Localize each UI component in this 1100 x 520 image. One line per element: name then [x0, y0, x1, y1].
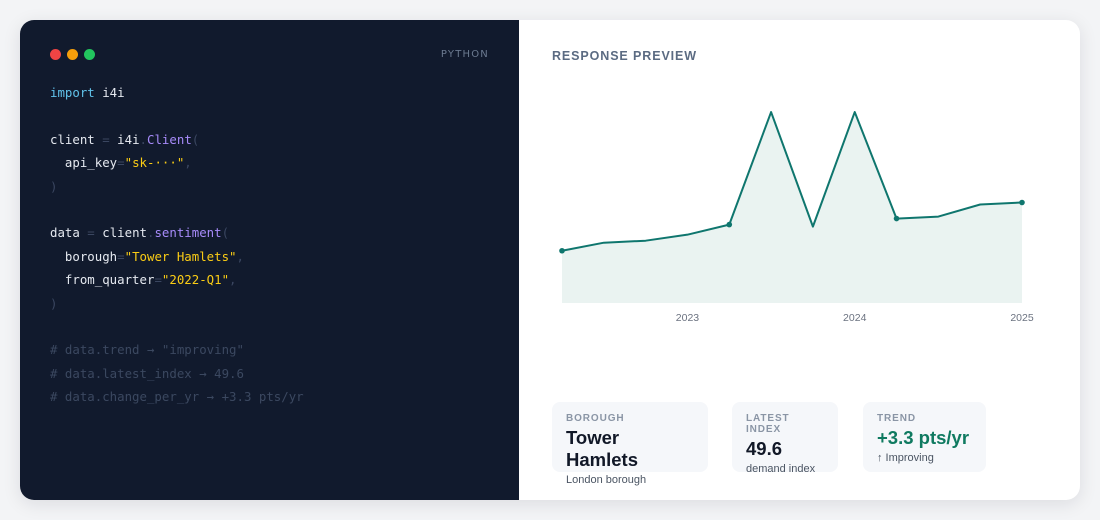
code-token: =: [117, 155, 125, 171]
code-line: from_quarter="2022-Q1",: [50, 268, 304, 291]
code-line: borough="Tower Hamlets",: [50, 245, 304, 268]
code-line: [50, 104, 304, 127]
code-token: "Tower Hamlets": [124, 248, 237, 264]
code-token: import: [50, 85, 95, 100]
code-token: (: [221, 225, 230, 241]
stat-borough: BOROUGH Tower Hamlets London borough: [552, 402, 708, 486]
api-example-card: PYTHON import i4i client = i4i.Client( a…: [20, 20, 1080, 500]
code-token: =: [79, 225, 103, 241]
sentiment-chart: 2023 2024 2025: [559, 111, 1034, 324]
stat-sub: ↑ Improving: [877, 452, 934, 464]
x-tick-label: 2023: [676, 312, 700, 324]
code-line: client = i4i.Client(: [50, 128, 304, 151]
preview-title: RESPONSE PREVIEW: [552, 49, 697, 63]
window-controls: [50, 49, 95, 60]
code-token: from_quarter: [50, 272, 155, 288]
code-token: (: [191, 131, 200, 147]
stat-value: +3.3 pts/yr: [877, 427, 970, 448]
chart-point: [1019, 199, 1025, 206]
code-token: client: [102, 225, 147, 241]
code-token: ): [50, 295, 58, 311]
code-token: =: [117, 248, 125, 264]
code-token: ): [50, 178, 58, 194]
stat-latest-index: LATEST INDEX 49.6 demand index: [732, 402, 838, 475]
x-tick-label: 2025: [1010, 312, 1034, 324]
code-line: [50, 315, 304, 338]
code-token: data: [50, 225, 80, 241]
minimize-dot-icon: [67, 49, 78, 60]
close-dot-icon: [50, 49, 61, 60]
stat-value: Tower Hamlets: [566, 427, 638, 470]
language-label: PYTHON: [440, 49, 489, 60]
code-token: i4i: [117, 131, 140, 147]
stat-value: 49.6: [746, 438, 783, 459]
stat-trend: TREND +3.3 pts/yr ↑ Improving: [863, 402, 986, 472]
code-line: import i4i: [50, 81, 304, 104]
maximize-dot-icon: [84, 49, 95, 60]
code-line: # data.change_per_yr → +3.3 pts/yr: [50, 385, 304, 408]
code-token: =: [154, 272, 162, 288]
code-token: "sk-···": [124, 155, 185, 171]
code-line: api_key="sk-···",: [50, 151, 304, 174]
code-block: import i4i client = i4i.Client( api_key=…: [50, 81, 304, 408]
response-preview-panel: RESPONSE PREVIEW 2023 2024 2025 BOROUGH To…: [519, 20, 1080, 500]
code-line: ): [50, 292, 304, 315]
code-token: ,: [184, 155, 192, 171]
code-token: ,: [236, 248, 244, 264]
code-line: data = client.sentiment(: [50, 221, 304, 244]
code-token: sentiment: [154, 225, 222, 241]
code-line: # data.trend → "improving": [50, 338, 304, 361]
code-token: # data.latest_index → 49.6: [50, 365, 244, 381]
stat-label: BOROUGH: [566, 413, 625, 424]
stat-label: LATEST INDEX: [746, 413, 790, 435]
code-token: ,: [229, 272, 237, 288]
chart-series-line: [561, 111, 1023, 252]
code-token: .: [139, 131, 148, 147]
code-token: =: [94, 131, 118, 147]
code-line: # data.latest_index → 49.6: [50, 362, 304, 385]
chart-point: [893, 215, 900, 222]
code-token: Client: [147, 131, 192, 147]
code-line: [50, 198, 304, 221]
chart-point: [726, 221, 733, 228]
chart-point: [559, 247, 565, 254]
stat-sub: demand index: [746, 463, 816, 475]
stat-sub: London borough: [566, 474, 647, 486]
code-token: # data.trend → "improving": [50, 342, 244, 358]
code-token: api_key: [50, 155, 118, 171]
code-panel: PYTHON import i4i client = i4i.Client( a…: [20, 20, 519, 500]
code-token: # data.change_per_yr → +3.3 pts/yr: [50, 389, 304, 405]
code-line: ): [50, 175, 304, 198]
code-token: client: [50, 131, 95, 147]
code-token: "2022-Q1": [161, 272, 230, 288]
stat-label: TREND: [877, 413, 916, 424]
code-token: borough: [50, 248, 118, 264]
code-token: .: [147, 225, 155, 241]
x-tick-label: 2024: [843, 312, 867, 324]
code-token: i4i: [94, 85, 125, 100]
chart-area: [562, 112, 1022, 303]
